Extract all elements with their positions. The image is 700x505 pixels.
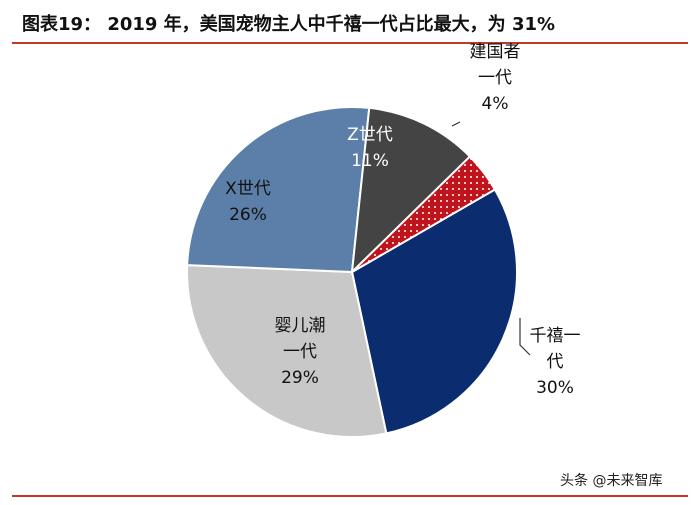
slice-value-label: 11%	[351, 151, 389, 171]
top-rule	[12, 42, 688, 44]
slice-value-label: 26%	[229, 205, 267, 225]
pie-slice-2	[186, 264, 388, 438]
slice-value-label: 30%	[536, 378, 574, 398]
slice-name-label: 一代	[478, 68, 512, 88]
slice-name-label: 千禧一	[530, 326, 581, 346]
slice-value-label: 29%	[281, 368, 319, 388]
pie-slice-5	[351, 155, 497, 273]
pie-slice-4	[350, 106, 472, 275]
watermark: 头条 @未来智库	[560, 473, 663, 489]
slice-name-label: 一代	[283, 342, 317, 362]
slice-name-label: 婴儿潮	[275, 316, 326, 336]
pie-slice-1	[350, 188, 518, 435]
page-title: 图表19： 2019 年，美国宠物主人中千禧一代占比最大，为 31%	[22, 14, 556, 35]
pie-slice-3	[186, 106, 371, 274]
bottom-rule	[12, 495, 688, 497]
slice-name-label: 建国者	[470, 42, 521, 62]
slice-name-label: Z世代	[347, 125, 393, 145]
slice-name-label: X世代	[225, 179, 271, 199]
leader-line	[451, 121, 461, 127]
leader-line	[519, 318, 531, 356]
slice-name-label: 代	[547, 352, 564, 372]
slice-value-label: 4%	[482, 94, 509, 114]
